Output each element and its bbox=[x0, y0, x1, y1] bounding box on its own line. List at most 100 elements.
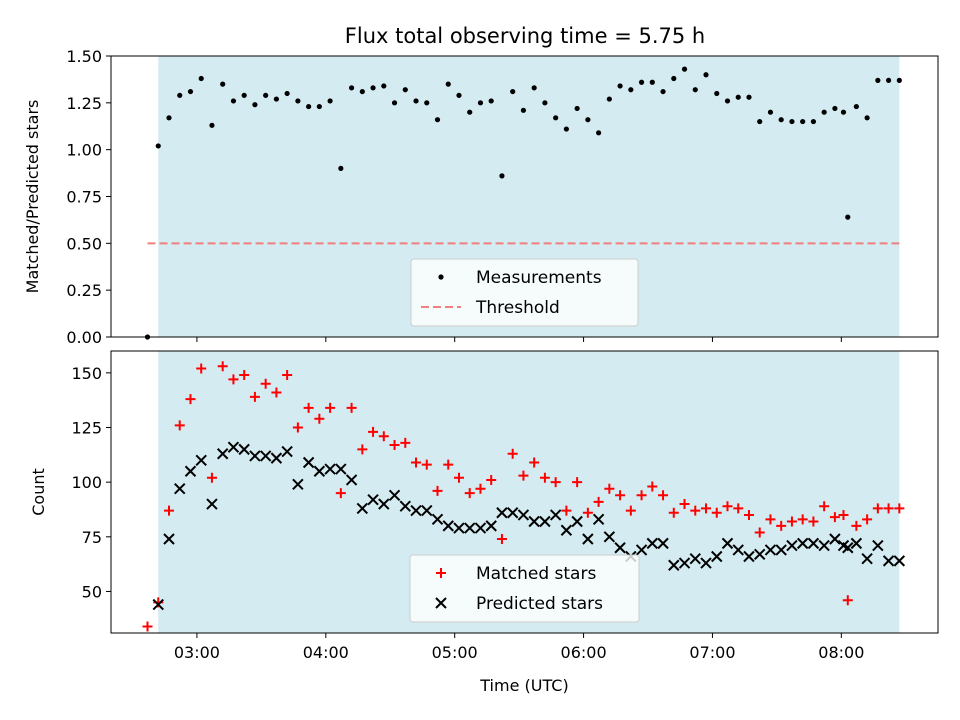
predicted-point bbox=[549, 509, 562, 521]
predicted-point bbox=[829, 533, 841, 545]
matched-point bbox=[550, 477, 561, 488]
measurement-point bbox=[520, 107, 527, 113]
measurement-point bbox=[692, 87, 698, 93]
predicted-point bbox=[259, 450, 272, 462]
measurement-point bbox=[488, 98, 494, 104]
matched-point bbox=[539, 472, 550, 483]
y-tick-label: 150 bbox=[71, 364, 102, 383]
predicted-point bbox=[657, 537, 669, 550]
predicted-point bbox=[721, 537, 734, 550]
measurement-point bbox=[853, 103, 859, 110]
predicted-point bbox=[367, 493, 379, 506]
chart-title: Flux total observing time = 5.75 h bbox=[345, 24, 705, 48]
top-y-axis-label: Matched/Predicted stars bbox=[23, 100, 42, 294]
matched-point bbox=[271, 387, 282, 398]
bottom-panel: 50 75 100 125 150 03:00 04:00 05:00 06:00 07:00 08… bbox=[29, 350, 939, 695]
measurement-point bbox=[563, 126, 569, 132]
bottom-axes-frame bbox=[110, 350, 939, 634]
measurement-point bbox=[789, 118, 795, 125]
bottom-y-axis-label: Count bbox=[29, 468, 48, 516]
matched-point bbox=[754, 527, 765, 538]
matched-point bbox=[838, 509, 849, 520]
measurement-point bbox=[617, 83, 623, 89]
matched-point bbox=[529, 457, 540, 468]
measurement-point bbox=[230, 98, 237, 104]
measurement-point bbox=[327, 98, 333, 104]
predicted-point bbox=[227, 441, 240, 453]
y-tick-label: 1.50 bbox=[66, 47, 102, 66]
matched-point bbox=[496, 534, 507, 544]
measurement-point bbox=[585, 117, 591, 123]
predicted-point bbox=[324, 463, 336, 475]
measurement-point bbox=[553, 115, 559, 121]
measurement-point bbox=[187, 88, 194, 95]
predicted-point bbox=[560, 524, 573, 536]
matched-point bbox=[894, 503, 905, 514]
legend-measurements-label: Measurements bbox=[476, 268, 602, 288]
matched-point bbox=[647, 481, 658, 492]
measurement-point bbox=[348, 85, 355, 91]
measurement-point bbox=[155, 143, 161, 149]
matched-point bbox=[765, 514, 776, 525]
matched-point bbox=[786, 516, 797, 527]
matched-point bbox=[733, 503, 744, 514]
matched-point bbox=[432, 485, 443, 496]
y-tick-label: 0.00 bbox=[66, 328, 102, 347]
matched-point bbox=[722, 501, 733, 512]
predicted-point bbox=[431, 513, 444, 526]
predicted-point bbox=[818, 539, 830, 552]
matched-point bbox=[743, 509, 754, 520]
x-tick-label: 06:00 bbox=[561, 643, 607, 662]
predicted-point bbox=[335, 463, 347, 475]
matched-point bbox=[690, 505, 701, 516]
measurement-point bbox=[499, 173, 505, 179]
predicted-point bbox=[442, 520, 454, 532]
measurement-point bbox=[845, 214, 851, 220]
matched-point bbox=[862, 514, 873, 525]
y-tick-label: 0.25 bbox=[66, 281, 102, 300]
y-tick-label: 125 bbox=[71, 419, 102, 438]
matched-point bbox=[507, 448, 518, 459]
measurement-point bbox=[896, 77, 902, 83]
x-tick-label: 07:00 bbox=[689, 643, 735, 662]
predicted-point bbox=[485, 520, 497, 532]
matched-point bbox=[163, 505, 174, 516]
predicted-point bbox=[582, 533, 594, 545]
predicted-point bbox=[539, 515, 551, 528]
predicted-point bbox=[842, 542, 854, 554]
measurement-point bbox=[671, 75, 677, 82]
predicted-point bbox=[861, 552, 873, 565]
measurement-point bbox=[477, 100, 484, 106]
measurement-point bbox=[531, 85, 537, 91]
measurement-point bbox=[800, 118, 806, 125]
predicted-point bbox=[249, 450, 261, 462]
matched-point bbox=[561, 505, 572, 516]
measurement-point bbox=[424, 100, 430, 106]
measurement-point bbox=[510, 88, 516, 95]
measurement-point bbox=[209, 122, 215, 128]
matched-point bbox=[389, 440, 400, 450]
matched-point bbox=[593, 496, 604, 507]
predicted-point bbox=[506, 507, 519, 519]
measurement-point bbox=[273, 96, 279, 102]
matched-point bbox=[829, 512, 840, 523]
measurement-point bbox=[778, 117, 784, 123]
matched-point bbox=[368, 426, 379, 437]
matched-point bbox=[453, 472, 464, 483]
measurement-point bbox=[338, 165, 344, 171]
matched-point bbox=[378, 431, 389, 442]
measurement-point bbox=[746, 94, 752, 100]
predicted-point bbox=[345, 474, 358, 486]
measurement-point bbox=[413, 98, 419, 104]
predicted-point bbox=[850, 537, 863, 550]
predicted-point bbox=[872, 539, 884, 552]
bottom-series-matched-stars bbox=[142, 361, 905, 632]
measurement-point bbox=[177, 92, 183, 98]
bottom-legend-frame bbox=[409, 554, 640, 623]
predicted-point bbox=[464, 522, 476, 534]
predicted-point bbox=[571, 515, 583, 528]
matched-point bbox=[572, 477, 583, 488]
predicted-point bbox=[292, 478, 304, 491]
matched-point bbox=[711, 507, 722, 518]
